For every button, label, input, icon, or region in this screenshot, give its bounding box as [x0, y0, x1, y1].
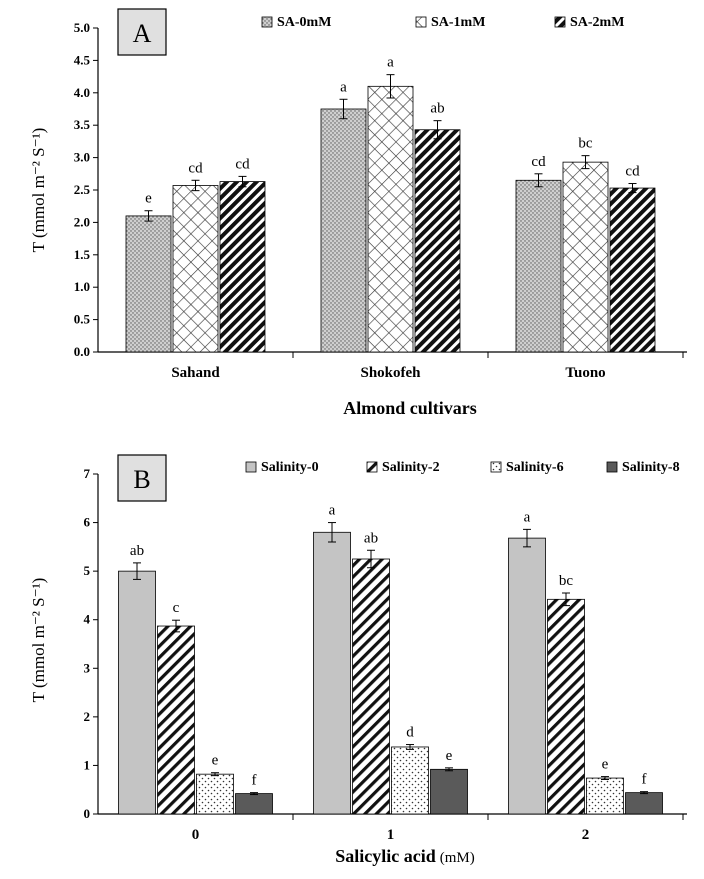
legend-label-b: Salinity-2: [382, 460, 440, 475]
significance-letter-a: ab: [430, 101, 444, 117]
significance-letter-b: ab: [364, 530, 378, 546]
legend-swatch-a: [415, 16, 427, 28]
y-tick-label-a: 3.0: [74, 150, 90, 165]
legend-label-a: SA-1mM: [431, 15, 485, 30]
category-label-a: Shokofeh: [360, 365, 421, 381]
y-tick-label-a: 2.0: [74, 214, 90, 229]
y-tick-label-a: 4.0: [74, 85, 90, 100]
y-axis-title-b: T (mmol m⁻² S⁻¹): [29, 578, 48, 703]
significance-letter-b: c: [173, 600, 180, 616]
bar-b: [196, 773, 234, 815]
bar-b: [235, 793, 273, 815]
significance-letter-b: d: [406, 725, 414, 741]
significance-letter-b: a: [524, 509, 531, 525]
significance-letter-a: cd: [625, 164, 640, 180]
y-tick-label-a: 0.0: [74, 344, 90, 359]
legend-swatch-b: [245, 461, 257, 473]
category-label-a: Sahand: [171, 365, 220, 381]
bar-a: [172, 185, 219, 353]
legend-swatch-b: [490, 461, 502, 473]
significance-letter-a: bc: [578, 136, 593, 152]
y-axis-title-a: T (mmol m⁻² S⁻¹): [29, 128, 48, 253]
significance-letter-b: e: [446, 748, 453, 764]
category-label-b: 1: [387, 827, 395, 843]
bar-b: [313, 531, 351, 815]
significance-letter-b: e: [212, 753, 219, 769]
y-tick-label-a: 1.5: [74, 247, 91, 262]
bar-b: [118, 570, 156, 815]
category-label-b: 0: [192, 827, 200, 843]
significance-letter-a: cd: [188, 160, 203, 176]
legend-label-b: Salinity-0: [261, 460, 319, 475]
significance-letter-b: bc: [559, 573, 574, 589]
significance-letter-b: f: [252, 773, 257, 789]
legend-swatch-a: [261, 16, 273, 28]
category-label-a: Tuono: [565, 365, 605, 381]
significance-letter-b: e: [602, 757, 609, 773]
y-tick-label-b: 7: [84, 466, 91, 481]
bar-b: [430, 768, 468, 815]
significance-letter-a: a: [340, 79, 347, 95]
significance-letter-a: cd: [531, 154, 546, 170]
x-axis-title-b: Salicylic acid (mM): [335, 846, 475, 866]
bar-b: [547, 598, 585, 815]
significance-letter-b: f: [642, 772, 647, 788]
significance-letter-b: a: [329, 503, 336, 519]
significance-letter-a: a: [387, 55, 394, 71]
x-axis-title-b-unit: (mM): [440, 850, 475, 866]
category-label-b: 2: [582, 827, 590, 843]
bar-a: [562, 161, 609, 353]
panel-label-a: A: [133, 19, 152, 48]
bar-a: [125, 215, 172, 353]
y-tick-label-a: 0.5: [74, 312, 91, 327]
panel-label-box-b: [117, 454, 167, 502]
y-tick-label-a: 4.5: [74, 52, 91, 67]
legend-label-a: SA-2mM: [570, 15, 624, 30]
y-tick-label-b: 0: [84, 806, 91, 821]
legend-swatch-b: [366, 461, 378, 473]
legend-swatch-a: [554, 16, 566, 28]
bar-b: [157, 625, 195, 815]
bar-a: [320, 108, 367, 353]
y-tick-label-b: 2: [84, 709, 91, 724]
bar-a: [367, 85, 414, 353]
bar-a: [219, 181, 266, 353]
bar-a: [609, 187, 656, 353]
bar-b: [586, 777, 624, 815]
x-axis-title-b-main: Salicylic acid: [335, 846, 436, 866]
x-axis-title-a: Almond cultivars: [343, 398, 477, 418]
chart-panel-a: 0.0 0.5 1.0 1.5 2.0 2.5 3.0 3.5 4.0 4.5 5.0 Sahand e…: [74, 15, 687, 381]
significance-letter-a: e: [145, 191, 152, 207]
legend-label-a: SA-0mM: [277, 15, 331, 30]
legend-swatch-b: [606, 461, 618, 473]
y-tick-label-a: 1.0: [74, 279, 90, 294]
bar-a: [414, 129, 461, 353]
y-tick-label-b: 5: [84, 563, 91, 578]
bar-b: [352, 558, 390, 815]
panel-label-b: B: [133, 465, 150, 494]
bar-a: [515, 179, 562, 353]
y-tick-label-a: 5.0: [74, 20, 90, 35]
bar-b: [625, 792, 663, 815]
panel-label-box-a: [117, 8, 167, 56]
bar-b: [391, 746, 429, 815]
y-tick-label-a: 2.5: [74, 182, 91, 197]
significance-letter-b: ab: [130, 543, 144, 559]
legend-label-b: Salinity-6: [506, 460, 564, 475]
y-tick-label-a: 3.5: [74, 117, 91, 132]
legend-label-b: Salinity-8: [622, 460, 680, 475]
bar-b: [508, 537, 546, 815]
significance-letter-a: cd: [235, 156, 250, 172]
y-tick-label-b: 3: [84, 660, 91, 675]
y-tick-label-b: 4: [84, 612, 91, 627]
y-tick-label-b: 6: [84, 515, 91, 530]
y-tick-label-b: 1: [84, 757, 91, 772]
